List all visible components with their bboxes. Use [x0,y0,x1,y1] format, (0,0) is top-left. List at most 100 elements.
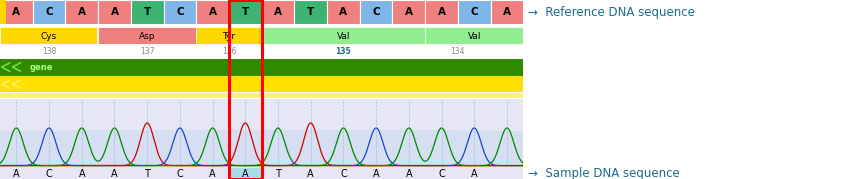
Bar [131,130,163,166]
Bar [327,0,360,24]
Bar [294,0,327,24]
Text: A: A [307,169,314,179]
Bar [393,168,426,179]
Text: C: C [471,7,478,17]
Bar [393,130,426,166]
Bar [0,93,523,98]
Bar [196,130,229,166]
Bar [229,0,261,179]
Bar [163,0,196,24]
Text: T: T [307,7,314,17]
Bar [66,168,98,179]
Bar [0,99,523,179]
Bar [294,130,327,166]
Text: C: C [340,169,347,179]
Bar [196,0,229,24]
Text: C: C [176,169,183,179]
Text: Val: Val [336,32,350,41]
Text: Tyr: Tyr [222,32,235,41]
Text: →  Sample DNA sequence: → Sample DNA sequence [528,167,679,179]
Text: A: A [12,7,21,17]
Bar [490,0,523,24]
Bar [0,59,523,76]
Text: A: A [503,7,511,17]
Bar [426,130,458,166]
Bar [360,0,393,24]
Bar [458,130,490,166]
Bar [490,130,523,166]
Bar [261,168,294,179]
Text: A: A [471,169,477,179]
Text: T: T [144,169,151,179]
Text: 136: 136 [221,47,236,56]
Bar [393,0,426,24]
Text: Asp: Asp [139,32,156,41]
Text: A: A [208,7,216,17]
Bar [0,27,523,46]
Text: 134: 134 [451,47,465,56]
Text: A: A [13,169,20,179]
Text: T: T [241,7,249,17]
Text: A: A [405,7,413,17]
Text: C: C [46,169,53,179]
Text: A: A [112,169,118,179]
Text: 137: 137 [140,47,155,56]
Text: 138: 138 [42,47,56,56]
Text: →  Reference DNA sequence: → Reference DNA sequence [528,6,695,19]
Bar [0,0,6,24]
Text: C: C [439,169,445,179]
Bar [163,130,196,166]
Text: A: A [242,169,248,179]
Text: Cys: Cys [41,32,57,41]
Text: A: A [373,169,380,179]
Bar [327,130,360,166]
Bar [1,28,98,44]
Bar [98,168,131,179]
Text: 135: 135 [336,47,351,56]
Bar [98,0,131,24]
Text: A: A [274,7,282,17]
Bar [0,76,523,92]
Bar [163,168,196,179]
Text: gene: gene [29,62,53,72]
Text: A: A [111,7,119,17]
Text: A: A [79,169,85,179]
Bar [327,168,360,179]
Bar [426,0,458,24]
Bar [33,130,66,166]
Bar [0,0,33,24]
Text: T: T [275,169,281,179]
Text: A: A [339,7,348,17]
Bar [66,130,98,166]
Bar [262,28,425,44]
Text: C: C [45,7,53,17]
Bar [458,0,490,24]
Bar [360,168,393,179]
Bar [33,168,66,179]
Bar [229,168,261,179]
Text: C: C [176,7,183,17]
Bar [0,168,33,179]
Bar [66,0,98,24]
Bar [0,130,33,166]
Text: A: A [78,7,86,17]
Bar [490,168,523,179]
Bar [99,28,195,44]
Text: A: A [438,7,445,17]
Bar [196,168,229,179]
Text: A: A [406,169,412,179]
Bar [98,130,131,166]
Bar [426,28,522,44]
Bar [33,0,66,24]
Bar [360,130,393,166]
Bar [261,0,294,24]
Bar [261,130,294,166]
Bar [229,0,261,24]
Bar [229,130,261,166]
Text: Val: Val [467,32,481,41]
Bar [131,0,163,24]
Text: T: T [144,7,151,17]
Bar [294,168,327,179]
Bar [197,28,261,44]
Bar [426,168,458,179]
